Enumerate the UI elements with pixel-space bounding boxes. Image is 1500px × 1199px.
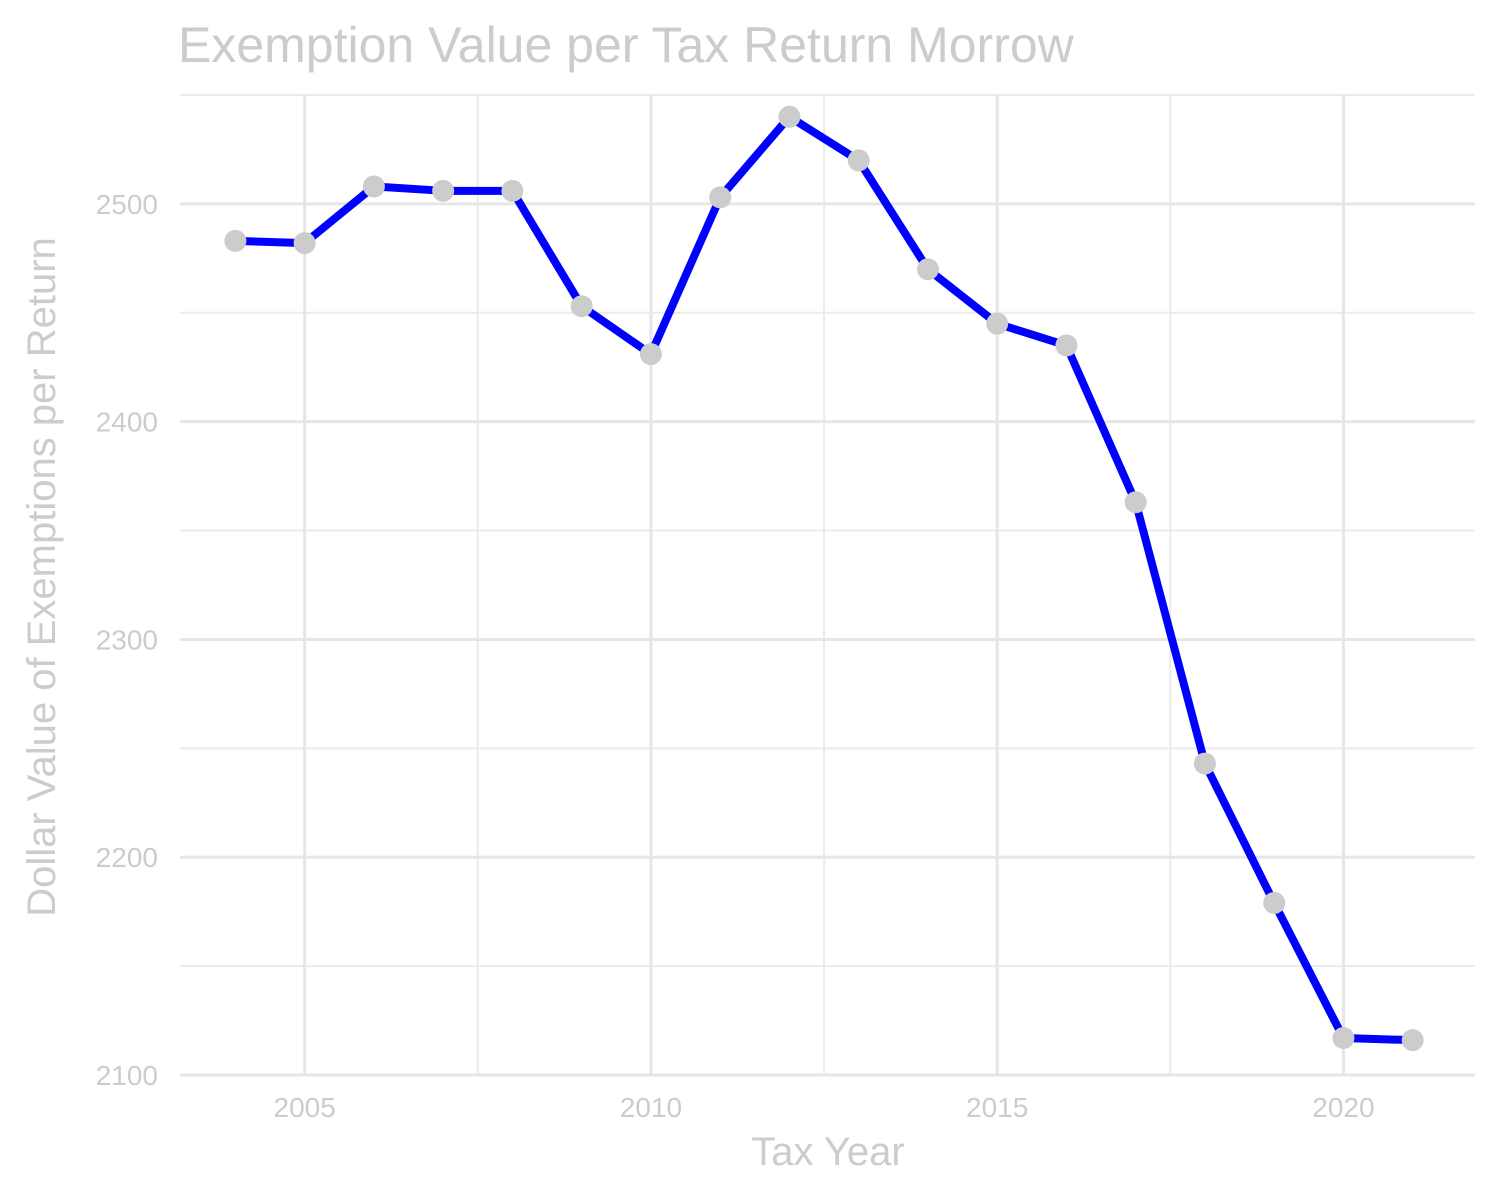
series-line bbox=[231, 112, 1417, 1045]
y-axis-ticks: 2100 2200 2300 2400 2500 bbox=[96, 189, 158, 1091]
data-point bbox=[1332, 1026, 1355, 1049]
x-axis-title: Tax Year bbox=[751, 1130, 904, 1174]
y-tick-label: 2200 bbox=[96, 842, 158, 873]
data-point bbox=[709, 186, 732, 209]
data-point bbox=[1124, 491, 1147, 514]
x-axis-ticks: 2005 2010 2015 2020 bbox=[274, 1092, 1375, 1123]
data-point bbox=[362, 175, 385, 198]
data-point bbox=[847, 149, 870, 172]
y-tick-label: 2100 bbox=[96, 1060, 158, 1091]
chart-title: Exemption Value per Tax Return Morrow bbox=[178, 17, 1075, 73]
data-point bbox=[778, 105, 801, 128]
data-point bbox=[432, 179, 455, 202]
series-path bbox=[231, 112, 1417, 1045]
x-tick-label: 2015 bbox=[966, 1092, 1028, 1123]
x-tick-label: 2005 bbox=[274, 1092, 336, 1123]
data-point bbox=[224, 229, 247, 252]
y-tick-label: 2400 bbox=[96, 407, 158, 438]
data-point bbox=[1193, 752, 1216, 775]
data-point bbox=[501, 179, 524, 202]
x-tick-label: 2020 bbox=[1312, 1092, 1374, 1123]
x-tick-label: 2010 bbox=[620, 1092, 682, 1123]
y-tick-label: 2500 bbox=[96, 189, 158, 220]
data-point bbox=[293, 232, 316, 255]
data-point bbox=[570, 295, 593, 318]
data-point bbox=[1055, 334, 1078, 357]
data-point bbox=[1263, 891, 1286, 914]
y-tick-label: 2300 bbox=[96, 624, 158, 655]
grid bbox=[180, 94, 1475, 1077]
data-point bbox=[639, 343, 662, 366]
y-axis-title: Dollar Value of Exemptions per Return bbox=[20, 237, 64, 917]
data-point bbox=[1401, 1029, 1424, 1052]
data-points bbox=[224, 105, 1424, 1052]
data-point bbox=[916, 258, 939, 281]
data-point bbox=[986, 312, 1009, 335]
